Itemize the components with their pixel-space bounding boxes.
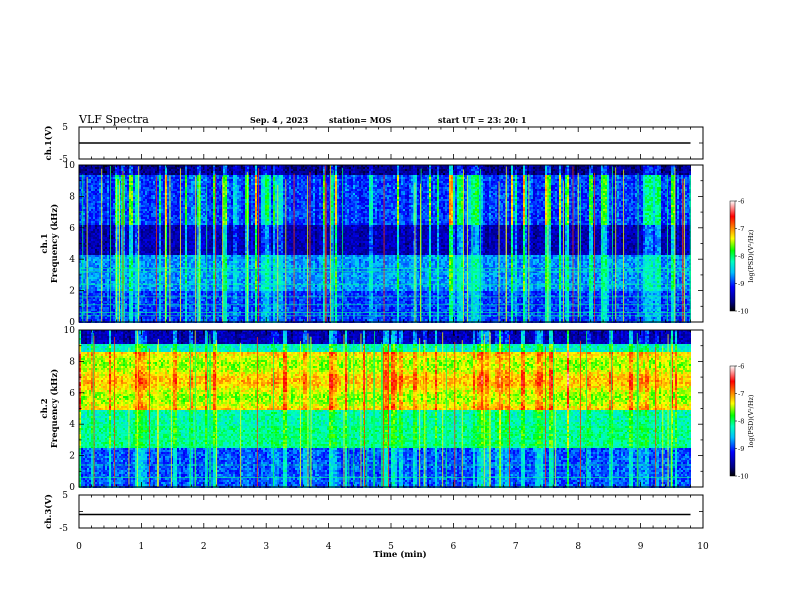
y-tick-label: 6 (69, 224, 75, 234)
y-tick-label: -5 (59, 524, 68, 534)
x-tick-label: 3 (263, 542, 269, 552)
x-tick-label: 8 (575, 542, 581, 552)
figure-title: VLF Spectra (78, 113, 149, 126)
y-tick-label: 8 (69, 357, 75, 367)
y-tick-label: 2 (69, 287, 75, 297)
colorbar-tick-label: -9 (738, 280, 744, 288)
ch2-colorbar: -6 -7 -8 -9 -10 log(PSD)(V²/Hz) (730, 362, 755, 480)
x-tick-label: 7 (513, 542, 519, 552)
y-tick-label: 4 (69, 420, 75, 430)
colorbar-label: log(PSD)(V²/Hz) (747, 229, 755, 282)
x-tick-label: 9 (638, 542, 644, 552)
colorbar-tick-label: -7 (738, 390, 744, 398)
colorbar-tick-label: -6 (738, 197, 744, 205)
colorbar-tick-label: -9 (738, 445, 744, 453)
station-label: station= MOS (329, 115, 392, 125)
vlf-figure: VLF Spectra Sep. 4 , 2023 station= MOS s… (0, 0, 792, 612)
colorbar-tick-label: -10 (738, 472, 748, 480)
frequency-axis-label: Frequency (kHz) (49, 204, 60, 283)
ch1-spectrogram (79, 165, 703, 323)
start-ut-label: start UT = 23: 20: 1 (438, 115, 527, 125)
ch1-colorbar: -6 -7 -8 -9 -10 log(PSD)(V²/Hz) (730, 197, 755, 315)
colorbar-label: log(PSD)(V²/Hz) (747, 394, 755, 447)
x-tick-label: 6 (451, 542, 457, 552)
channel-label: ch.1 (40, 233, 50, 253)
ch2-spectrogram (79, 330, 703, 488)
y-tick-label: 5 (62, 123, 68, 133)
colorbar-tick-label: -8 (738, 252, 744, 260)
y-tick-label: 2 (69, 452, 75, 462)
colorbar-tick-label: -7 (738, 225, 744, 233)
colorbar-tick-label: -8 (738, 417, 744, 425)
y-tick-label: 4 (69, 255, 75, 265)
x-tick-label: 4 (326, 542, 332, 552)
y-tick-label: 8 (69, 192, 75, 202)
colorbar-tick-label: -10 (738, 307, 748, 315)
y-tick-label: 6 (69, 389, 75, 399)
x-tick-label: 0 (76, 542, 82, 552)
waveform-axis-label: ch.3(V) (43, 494, 54, 529)
y-tick-label: 10 (64, 326, 76, 336)
y-tick-label: 5 (62, 491, 68, 501)
colorbar-tick-label: -6 (738, 362, 744, 370)
y-tick-label: -5 (59, 155, 68, 165)
date-label: Sep. 4 , 2023 (250, 115, 309, 125)
x-tick-label: 2 (201, 542, 207, 552)
x-axis-label: Time (min) (373, 549, 426, 560)
x-tick-label: 10 (697, 542, 709, 552)
x-tick-label: 1 (139, 542, 145, 552)
waveform-axis-label: ch.1(V) (43, 126, 54, 161)
channel-label: ch.2 (40, 398, 50, 418)
frequency-axis-label: Frequency (kHz) (49, 369, 60, 448)
y-tick-label: 0 (69, 483, 75, 493)
